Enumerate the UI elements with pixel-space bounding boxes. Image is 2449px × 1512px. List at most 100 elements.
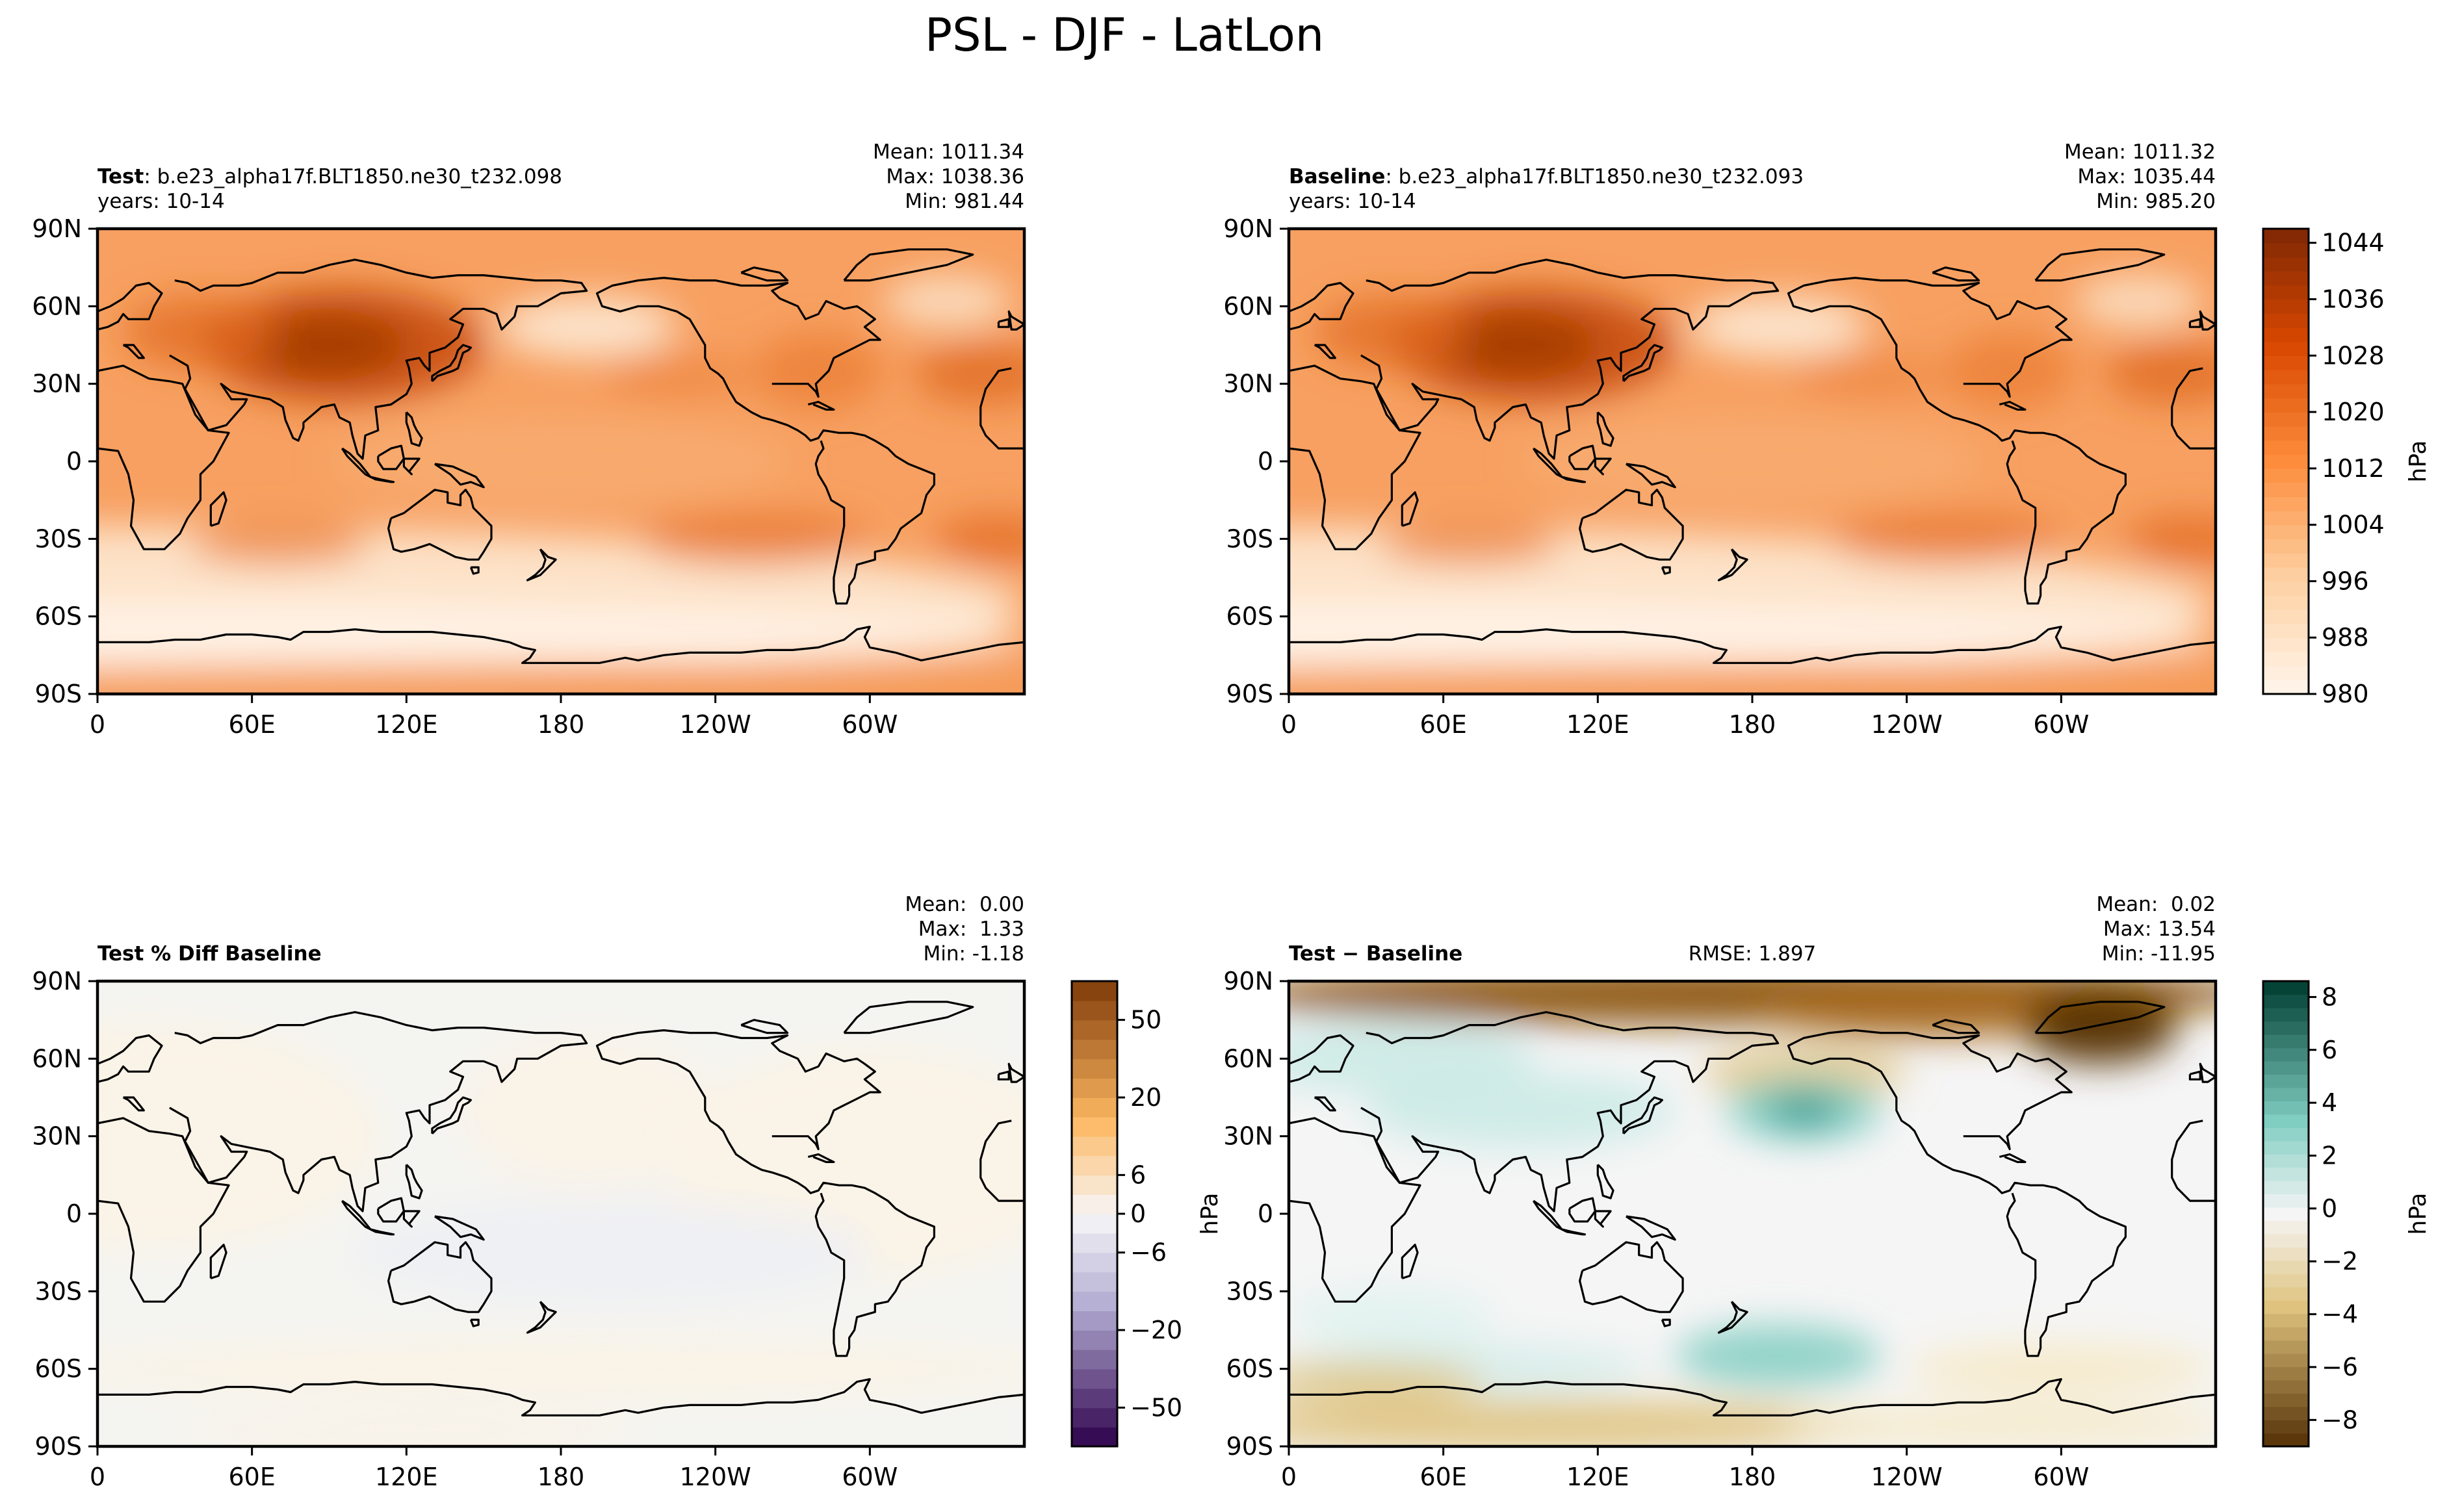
colorbar-segment xyxy=(1072,1000,1117,1021)
colorbar-segment xyxy=(2263,398,2309,413)
colorbar-segment xyxy=(2263,454,2309,469)
colorbar-tick-label: −2 xyxy=(2322,1247,2358,1275)
colorbar-segment xyxy=(2263,285,2309,300)
colorbar-segment xyxy=(2263,1034,2309,1049)
coastline xyxy=(1999,1153,2027,1164)
panel-stat: Max: 1035.44 xyxy=(2077,165,2216,188)
coastline xyxy=(387,489,493,561)
field-blob xyxy=(355,1201,870,1305)
field-blobs xyxy=(97,1019,1024,1446)
colorbar-segment xyxy=(2263,355,2309,370)
coastline xyxy=(1787,277,2127,605)
colorbar-segment xyxy=(2263,1420,2309,1434)
colorbar-tick-label: −20 xyxy=(1130,1316,1182,1344)
field-blob xyxy=(2105,342,2216,405)
colorbar-segment xyxy=(2263,1326,2309,1341)
coastline xyxy=(1661,1318,1671,1327)
field-blob xyxy=(174,1413,638,1446)
panel-stat: Min: 985.20 xyxy=(2096,190,2216,213)
x-tick-label: 120E xyxy=(1566,1463,1629,1491)
colorbar-segment xyxy=(1072,1214,1117,1234)
y-tick-label: 0 xyxy=(1258,1199,1273,1228)
coastline xyxy=(431,1096,473,1134)
x-tick-label: 120W xyxy=(1871,1463,1943,1491)
panel-stat: Mean: 0.00 xyxy=(905,893,1024,916)
field-blob xyxy=(329,415,793,508)
field-blob xyxy=(1700,1045,1907,1097)
y-tick-label: 0 xyxy=(1258,447,1273,476)
colorbar-segment xyxy=(1072,1136,1117,1157)
colorbar-segment xyxy=(2263,1101,2309,1115)
field-blob xyxy=(1443,314,1598,376)
y-tick-label: 0 xyxy=(66,447,82,476)
panel-label: Test % Diff Baseline xyxy=(97,942,322,966)
colorbar-segment xyxy=(2263,369,2309,385)
field-blob xyxy=(2022,991,2177,1064)
colorbar-segment xyxy=(2263,1114,2309,1128)
coastline xyxy=(341,1199,372,1231)
coastline xyxy=(97,1378,1024,1416)
y-tick-label: 30N xyxy=(32,1122,82,1151)
field-blob xyxy=(1767,1095,1840,1126)
panel-ylabel: hPa xyxy=(1197,1193,1223,1235)
coastline xyxy=(807,400,835,411)
coastlines xyxy=(97,248,1024,664)
panel-label-rest: : b.e23_alpha17f.BLT1850.ne30_t232.093 xyxy=(1385,165,1804,188)
colorbar-segment xyxy=(2263,313,2309,328)
x-tick-label: 180 xyxy=(538,1463,585,1491)
field-blob xyxy=(458,1032,716,1188)
field-blob xyxy=(638,513,870,565)
coastline xyxy=(526,548,557,582)
colorbar-segment xyxy=(2263,426,2309,441)
y-tick-label: 0 xyxy=(66,1199,82,1228)
colorbar-segment xyxy=(1072,1311,1117,1331)
coastline xyxy=(1289,1117,1421,1303)
coastline xyxy=(469,1318,480,1327)
panel-years: years: 10-14 xyxy=(97,190,225,213)
panel-rmse: RMSE: 1.897 xyxy=(1689,942,1817,966)
field-map xyxy=(97,981,1024,1446)
panel-stat: Max: 1.33 xyxy=(918,917,1024,941)
colorbar-tick-label: 6 xyxy=(2322,1036,2337,1064)
coastline xyxy=(1561,1228,1587,1236)
panel-label-bold: Test − Baseline xyxy=(1289,942,1462,966)
coastline xyxy=(843,1001,974,1034)
field-blob xyxy=(1791,352,1946,400)
colorbar-segment xyxy=(2263,1074,2309,1088)
coastline xyxy=(1717,1301,1748,1334)
coastline xyxy=(1007,310,1024,331)
colorbar-segment xyxy=(2263,981,2309,995)
y-tick-label: 30N xyxy=(32,370,82,398)
y-tick-label: 90S xyxy=(35,1432,82,1461)
colorbar-segment xyxy=(1072,1039,1117,1060)
y-tick-label: 30S xyxy=(35,524,82,553)
colorbar-segment xyxy=(2263,637,2309,652)
coastline xyxy=(1568,444,1596,470)
x-tick-label: 120E xyxy=(1566,710,1629,739)
colorbar-segment xyxy=(2263,1194,2309,1208)
coastline xyxy=(1594,457,1612,476)
colorbar-tick-label: 0 xyxy=(2322,1194,2337,1223)
colorbar-tick-label: 1036 xyxy=(2322,285,2385,313)
coastline xyxy=(2171,367,2216,450)
y-tick-label: 60N xyxy=(32,1044,82,1073)
coastline xyxy=(595,1029,936,1357)
colorbar-tick-label: 980 xyxy=(2322,680,2369,708)
colorbar-segment xyxy=(2263,1353,2309,1368)
colorbar-segment xyxy=(2263,1060,2309,1075)
field-blobs xyxy=(1289,981,2216,1446)
coastline xyxy=(1401,1244,1419,1279)
field-blob xyxy=(1379,523,1559,565)
coastline xyxy=(97,365,230,550)
panel-baseline: 0 60E 120E 180 120W 60W 90N 60N 30N 0 30S 60S 90S Bas… xyxy=(1223,140,2218,739)
coastline xyxy=(807,1153,835,1164)
coastline xyxy=(1622,1096,1663,1134)
colorbar-segment xyxy=(2263,1393,2309,1407)
x-tick-label: 60E xyxy=(1419,710,1466,739)
colorbar-segment xyxy=(2263,229,2309,244)
colorbar-segment xyxy=(2263,1140,2309,1155)
y-tick-label: 90N xyxy=(32,967,82,995)
coastline xyxy=(434,463,485,489)
colorbar-segment xyxy=(1072,1252,1117,1273)
colorbar-segment xyxy=(2263,1167,2309,1181)
